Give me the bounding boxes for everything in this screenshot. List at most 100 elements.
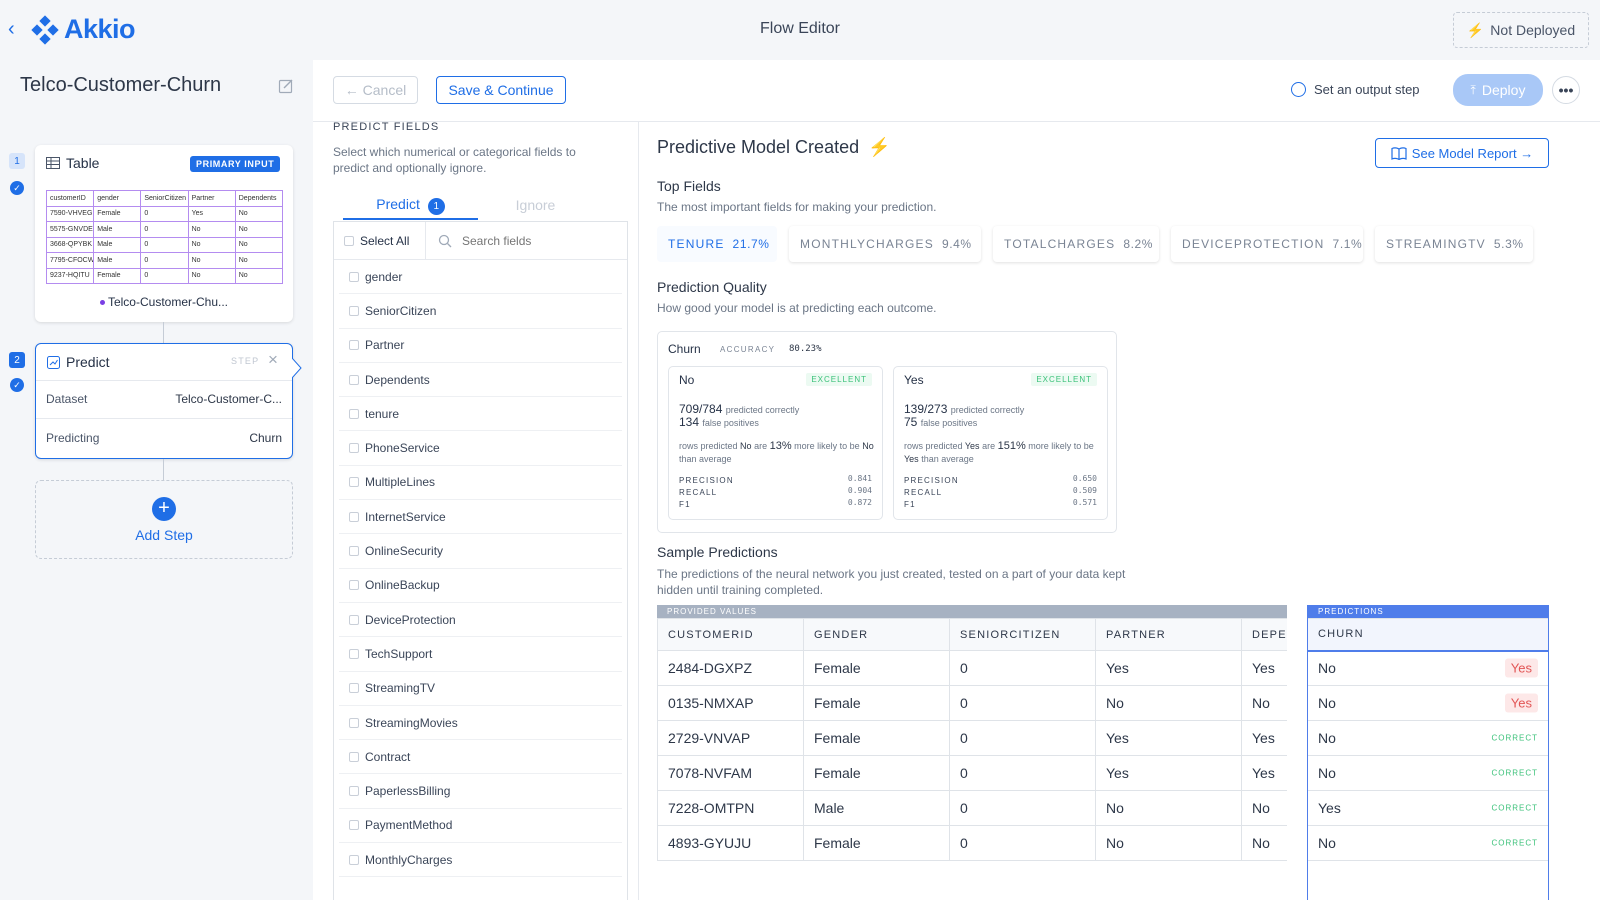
- table-cell: No: [1095, 790, 1242, 826]
- table-preview: customerID gender SeniorCitizen Partner Depe…: [45, 190, 284, 284]
- predict-step-card[interactable]: Predict STEP × Dataset Telco-Customer-C.…: [35, 343, 293, 459]
- table-row: 0135-NMXAP Female 0 No No: [657, 685, 1287, 721]
- field-row[interactable]: PhoneService: [339, 431, 622, 466]
- lift-value: No: [740, 441, 752, 451]
- deploy-label: Deploy: [1481, 82, 1526, 98]
- deploy-status-badge: ⚡ Not Deployed: [1453, 12, 1589, 48]
- table-cell: Yes: [1241, 720, 1287, 756]
- preview-cell: No: [234, 205, 284, 222]
- deploy-status-label: Not Deployed: [1490, 22, 1576, 38]
- add-step-button[interactable]: + Add Step: [35, 480, 293, 559]
- correct-badge: CORRECT: [1491, 733, 1538, 743]
- prediction-cell: No Yes: [1308, 650, 1548, 686]
- checkbox-icon: [349, 305, 359, 316]
- output-step-toggle[interactable]: Set an output step: [1291, 82, 1420, 97]
- checkbox-icon: [349, 408, 359, 419]
- search-input[interactable]: [462, 233, 612, 248]
- field-row[interactable]: Partner: [339, 329, 622, 363]
- top-field-pct: 7.1%: [1332, 237, 1363, 251]
- lift-mid: are: [982, 441, 996, 451]
- tab-predict[interactable]: Predict 1: [343, 196, 478, 220]
- field-row[interactable]: Dependents: [339, 363, 622, 398]
- field-name: Contract: [365, 749, 411, 764]
- field-row[interactable]: DeviceProtection: [339, 603, 622, 638]
- top-field-pct: 5.3%: [1493, 237, 1524, 251]
- checkbox-icon: [349, 717, 359, 728]
- field-row[interactable]: StreamingMovies: [339, 706, 622, 741]
- field-row[interactable]: tenure: [339, 397, 622, 432]
- checkbox-icon: [349, 511, 359, 522]
- preview-cell: Male: [93, 236, 142, 253]
- akkio-logo[interactable]: Akkio: [30, 14, 136, 45]
- field-row[interactable]: OnlineSecurity: [339, 534, 622, 569]
- toolbar-divider: [313, 121, 1600, 122]
- checkbox-icon: [349, 477, 359, 488]
- cancel-button[interactable]: ← Cancel: [333, 76, 418, 104]
- metric-label: RECALL: [679, 488, 718, 497]
- preview-cell: No: [234, 252, 284, 269]
- metric-labels: PRECISION RECALL F1: [904, 475, 959, 511]
- correct-count: 709/784: [679, 402, 723, 416]
- search-icon: [438, 234, 452, 247]
- field-row[interactable]: Contract: [339, 740, 622, 775]
- deploy-button[interactable]: ⤒ Deploy: [1453, 74, 1543, 106]
- field-row[interactable]: TechSupport: [339, 637, 622, 672]
- fp-text: false positives: [920, 418, 978, 428]
- table-cell: Female: [803, 720, 950, 756]
- table-cell: No: [1241, 790, 1287, 826]
- preview-cell: 7590-VHVEG: [45, 205, 95, 222]
- lift-mid: are: [754, 441, 768, 451]
- predicting-key: Predicting: [46, 431, 100, 445]
- table-cell: 7228-OMTPN: [657, 790, 804, 826]
- sample-column-header: DEPEN: [1241, 618, 1287, 651]
- field-name: StreamingTV: [365, 681, 436, 696]
- prediction-quality-card: Churn ACCURACY 80.23% No EXCELLENT 709/784…: [657, 331, 1117, 533]
- table-cell: 7078-NVFAM: [657, 755, 804, 791]
- correct-count: 139/273: [904, 402, 948, 416]
- field-row[interactable]: PaymentMethod: [339, 809, 622, 844]
- top-fields-title: Top Fields: [657, 178, 721, 194]
- table-step-card[interactable]: Table PRIMARY INPUT customerID gender Seni…: [35, 145, 293, 322]
- back-chevron-icon[interactable]: ‹: [8, 18, 15, 40]
- field-name: Partner: [365, 338, 405, 353]
- table-cell: Yes: [1095, 650, 1242, 686]
- table-cell: No: [1241, 685, 1287, 721]
- field-name: PaperlessBilling: [365, 784, 451, 799]
- field-row[interactable]: InternetService: [339, 500, 622, 535]
- top-field-chip: MONTHLYCHARGES 9.4%: [789, 226, 981, 262]
- top-field-name: MONTHLYCHARGES: [800, 237, 934, 251]
- lift-pct: 151%: [997, 440, 1026, 452]
- field-row[interactable]: OnlineBackup: [339, 569, 622, 603]
- close-step-icon[interactable]: ×: [268, 350, 278, 369]
- preview-column-header: customerID: [45, 190, 95, 207]
- dataset-value: Telco-Customer-C...: [175, 392, 282, 406]
- field-name: SeniorCitizen: [365, 303, 437, 318]
- top-field-pct: 9.4%: [941, 237, 972, 251]
- wrong-prediction-badge: Yes: [1504, 658, 1538, 678]
- table-row: 4893-GYUJU Female 0 No No: [657, 825, 1287, 861]
- tab-ignore[interactable]: Ignore: [515, 197, 556, 213]
- lift-target: No: [862, 441, 874, 451]
- field-row[interactable]: MonthlyCharges: [339, 843, 622, 878]
- more-options-icon[interactable]: •••: [1552, 76, 1580, 104]
- field-row[interactable]: MultipleLines: [339, 466, 622, 501]
- table-row: 2484-DGXPZ Female 0 Yes Yes: [657, 650, 1287, 686]
- metric-f1: 0.571: [1072, 498, 1097, 507]
- checkbox-icon: [349, 374, 359, 385]
- field-row[interactable]: SeniorCitizen: [339, 294, 622, 329]
- table-cell: No: [1095, 685, 1242, 721]
- preview-row: 3668-QPYBK Male 0 No No: [45, 236, 284, 253]
- field-row[interactable]: PaperlessBilling: [339, 774, 622, 809]
- edit-icon[interactable]: [278, 78, 294, 97]
- select-all-checkbox[interactable]: Select All: [334, 221, 426, 260]
- preview-cell: No: [187, 221, 236, 238]
- search-field: [426, 233, 627, 248]
- field-row[interactable]: StreamingTV: [339, 672, 622, 706]
- table-cell: Yes: [1241, 755, 1287, 791]
- field-list-toolbar: Select All: [334, 221, 627, 260]
- step-number-1: 1: [9, 153, 25, 169]
- save-continue-button[interactable]: Save & Continue: [436, 76, 566, 104]
- see-model-report-button[interactable]: See Model Report →: [1375, 138, 1549, 168]
- upload-icon: ⤒: [1470, 82, 1476, 97]
- field-row[interactable]: gender: [339, 260, 622, 295]
